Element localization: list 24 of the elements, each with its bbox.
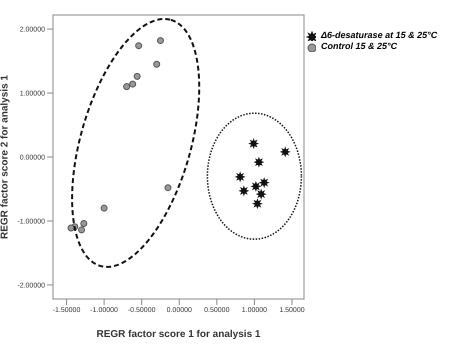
point <box>252 199 262 208</box>
point <box>135 42 142 50</box>
point <box>156 37 164 44</box>
point <box>254 158 264 167</box>
point <box>236 172 245 182</box>
point <box>68 224 75 232</box>
legend-label: Δ6-desaturase at 15 & 25°C <box>321 30 438 41</box>
point <box>100 204 108 212</box>
point <box>164 184 172 192</box>
point <box>260 178 269 188</box>
legend-label: Control 15 & 25°C <box>321 41 398 52</box>
y-axis-title: REGR factor score 2 for analysis 1 <box>0 74 11 239</box>
point <box>153 60 160 68</box>
point <box>78 226 86 234</box>
point <box>249 139 258 148</box>
x-axis-title: REGR factor score 1 for analysis 1 <box>96 329 261 340</box>
point <box>129 80 136 88</box>
point <box>256 190 266 199</box>
point <box>123 83 130 90</box>
point <box>80 220 88 228</box>
point <box>134 72 141 80</box>
point <box>239 186 248 196</box>
point <box>280 147 290 156</box>
point <box>251 182 260 191</box>
